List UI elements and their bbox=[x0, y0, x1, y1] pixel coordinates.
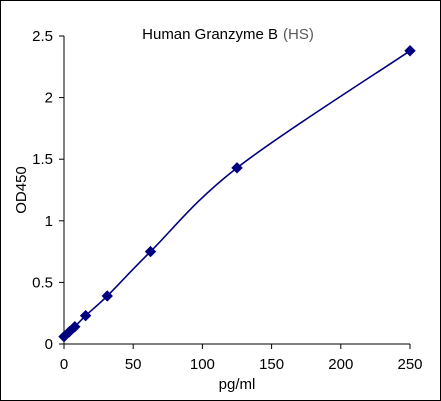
series-group bbox=[58, 45, 416, 343]
y-axis-title: OD450 bbox=[13, 166, 30, 214]
data-point bbox=[231, 162, 243, 174]
x-axis-title: pg/ml bbox=[219, 376, 256, 393]
data-point bbox=[101, 290, 113, 302]
data-point bbox=[79, 309, 92, 322]
data-point bbox=[69, 321, 81, 333]
chart-title-main: Human Granzyme B bbox=[142, 26, 278, 43]
chart-title-suffix: (HS) bbox=[283, 26, 314, 43]
x-tick-label: 150 bbox=[259, 356, 284, 373]
x-ticks: 0 50 100 150 200 250 bbox=[60, 344, 423, 373]
series-line bbox=[63, 50, 411, 338]
x-tick-label: 0 bbox=[60, 356, 68, 373]
data-point bbox=[144, 245, 157, 258]
x-tick-label: 200 bbox=[328, 356, 353, 373]
y-tick-label: 0 bbox=[45, 336, 53, 353]
y-tick-label: 2.5 bbox=[32, 28, 53, 45]
y-ticks: 0 0.5 1 1.5 2 2.5 bbox=[32, 28, 64, 353]
chart-title: Human Granzyme B (HS) bbox=[142, 26, 314, 43]
data-point bbox=[404, 45, 416, 57]
y-tick-label: 0.5 bbox=[32, 274, 53, 291]
x-tick-label: 100 bbox=[190, 356, 215, 373]
y-tick-label: 2 bbox=[45, 90, 53, 107]
y-tick-label: 1.5 bbox=[32, 151, 53, 168]
x-tick-label: 50 bbox=[125, 356, 142, 373]
x-tick-label: 250 bbox=[397, 356, 422, 373]
y-tick-label: 1 bbox=[45, 213, 53, 230]
